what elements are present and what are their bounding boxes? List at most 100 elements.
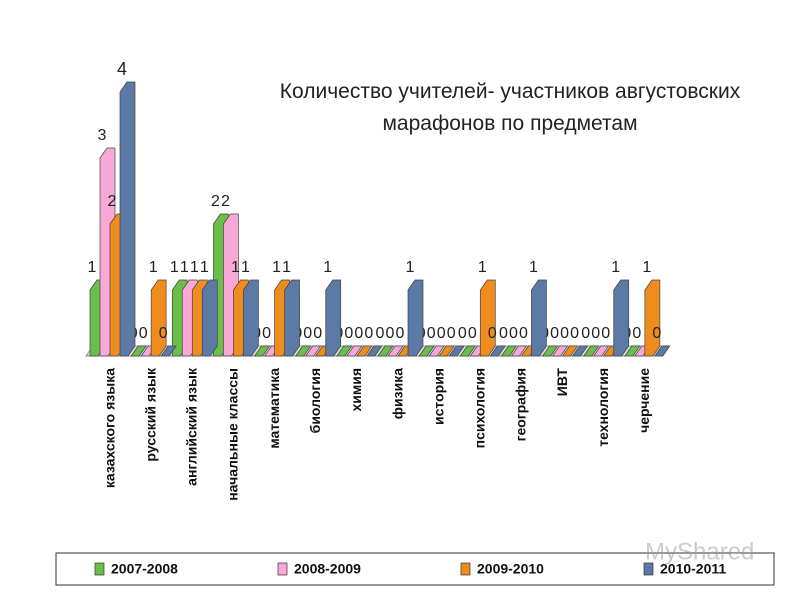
bar bbox=[531, 279, 547, 357]
bar bbox=[377, 345, 394, 357]
value-label: 0 bbox=[581, 325, 590, 342]
value-label: 1 bbox=[478, 259, 487, 276]
value-label: 1 bbox=[231, 259, 240, 276]
bar bbox=[624, 345, 641, 357]
value-label: 1 bbox=[241, 259, 250, 276]
value-label: 0 bbox=[447, 325, 456, 342]
watermark: MyShared bbox=[645, 538, 754, 565]
value-label: 0 bbox=[437, 325, 446, 342]
chart-title: Количество учителей- участников августов… bbox=[279, 80, 741, 135]
bar bbox=[654, 345, 671, 357]
value-label: 0 bbox=[376, 325, 385, 342]
value-label: 1 bbox=[149, 259, 158, 276]
value-label: 1 bbox=[406, 259, 415, 276]
x-tick-label: химия bbox=[348, 368, 364, 412]
x-tick-label: физика bbox=[389, 368, 405, 419]
x-tick-label: английский язык bbox=[184, 367, 200, 486]
bar bbox=[459, 345, 476, 357]
value-label: 0 bbox=[139, 325, 148, 342]
bar bbox=[284, 279, 300, 357]
bar bbox=[551, 345, 569, 357]
value-label: 0 bbox=[652, 325, 661, 342]
value-label: 1 bbox=[180, 259, 189, 276]
value-label: 0 bbox=[601, 325, 610, 342]
value-label: 0 bbox=[499, 325, 508, 342]
value-label: 1 bbox=[200, 259, 209, 276]
bar bbox=[613, 279, 630, 357]
bar bbox=[243, 279, 259, 357]
bar bbox=[130, 345, 147, 357]
value-label: 0 bbox=[313, 325, 322, 342]
value-label: 2 bbox=[211, 193, 220, 210]
bar bbox=[150, 279, 167, 357]
bar bbox=[346, 345, 363, 357]
x-tick-label: история bbox=[430, 368, 446, 425]
bar bbox=[201, 279, 218, 357]
bar bbox=[500, 345, 518, 357]
value-label: 0 bbox=[560, 325, 569, 342]
value-label: 0 bbox=[354, 325, 363, 342]
bar bbox=[428, 345, 445, 357]
bar bbox=[644, 279, 661, 357]
value-label: 3 bbox=[98, 127, 107, 144]
value-label: 1 bbox=[170, 259, 179, 276]
bar bbox=[561, 345, 579, 357]
x-tick-label: география bbox=[513, 368, 529, 441]
value-label: 1 bbox=[642, 259, 651, 276]
x-tick-label: биология bbox=[307, 368, 323, 433]
value-label: 0 bbox=[303, 325, 312, 342]
value-label: 0 bbox=[386, 325, 395, 342]
bar bbox=[438, 345, 455, 357]
value-label: 1 bbox=[282, 259, 291, 276]
bar bbox=[479, 279, 496, 357]
x-tick-label: начальные классы bbox=[225, 368, 241, 501]
value-label: 0 bbox=[344, 325, 353, 342]
value-label: 1 bbox=[529, 259, 538, 276]
value-label: 0 bbox=[262, 325, 271, 342]
x-tick-label: казахского языка bbox=[101, 368, 117, 488]
bar bbox=[541, 345, 559, 357]
bar bbox=[387, 345, 404, 357]
bar bbox=[418, 345, 435, 357]
legend-label: 2008-2009 bbox=[294, 561, 361, 577]
x-tick-label: психология bbox=[472, 368, 488, 448]
bar bbox=[510, 345, 528, 357]
value-label: 4 bbox=[117, 59, 127, 79]
value-label: 0 bbox=[488, 325, 497, 342]
legend-label: 2010-2011 bbox=[660, 561, 726, 577]
value-label: 0 bbox=[458, 325, 467, 342]
legend-swatch bbox=[277, 562, 288, 576]
bar bbox=[571, 345, 589, 357]
value-label: 0 bbox=[591, 325, 600, 342]
value-label: 0 bbox=[159, 325, 168, 342]
bar bbox=[489, 345, 506, 357]
value-label: 0 bbox=[427, 325, 436, 342]
value-label: 1 bbox=[272, 259, 281, 276]
value-label: 0 bbox=[396, 325, 405, 342]
value-label: 0 bbox=[632, 325, 641, 342]
value-label: 1 bbox=[611, 259, 620, 276]
value-label: 1 bbox=[88, 259, 97, 276]
x-tick-label: русский язык bbox=[142, 367, 158, 462]
bar bbox=[336, 345, 353, 357]
bar bbox=[583, 345, 600, 357]
bar bbox=[119, 81, 136, 357]
x-tick-label: математика bbox=[266, 368, 282, 449]
value-label: 1 bbox=[190, 259, 199, 276]
legend-swatch bbox=[643, 562, 654, 576]
value-label: 0 bbox=[364, 325, 373, 342]
bar bbox=[448, 345, 465, 357]
value-label: 1 bbox=[323, 259, 332, 276]
legend-label: 2009-2010 bbox=[477, 561, 544, 577]
bar bbox=[366, 345, 383, 357]
value-label: 2 bbox=[221, 193, 230, 210]
legend-swatch bbox=[94, 562, 105, 576]
x-tick-label: ИВТ bbox=[554, 368, 570, 397]
value-label: 0 bbox=[519, 325, 528, 342]
x-tick-label: технология bbox=[595, 368, 611, 447]
bar bbox=[295, 345, 312, 357]
value-label: 0 bbox=[509, 325, 518, 342]
bar bbox=[356, 345, 373, 357]
